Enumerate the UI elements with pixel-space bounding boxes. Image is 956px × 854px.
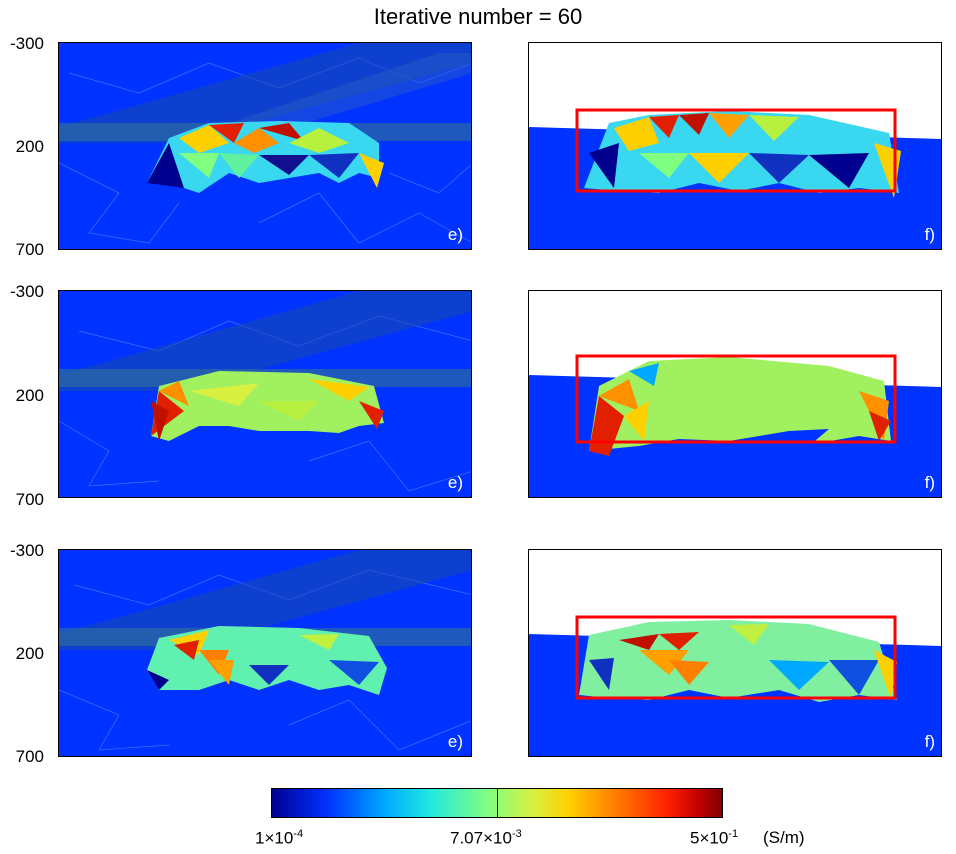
mesh-panel-left-2: e) xyxy=(58,290,472,498)
panel-label-e: e) xyxy=(447,473,463,492)
y-tick-top: -300 xyxy=(9,34,44,53)
y-tick-mid: 200 xyxy=(15,386,44,405)
colorbar-mid-label: 7.07×10-3 xyxy=(450,828,522,848)
mesh-panel-right-3: f) xyxy=(528,549,942,757)
mesh-panel-left-1: e) xyxy=(58,42,472,250)
panel-label-e: e) xyxy=(447,225,463,244)
panel-label-f: f) xyxy=(924,732,935,751)
mesh-panel-left-3: e) xyxy=(58,549,472,757)
y-tick-top: -300 xyxy=(9,282,44,301)
panel-label-f: f) xyxy=(924,473,935,492)
panel-label-f: f) xyxy=(924,225,935,244)
y-tick-mid: 200 xyxy=(15,644,44,663)
y-tick-bottom: 700 xyxy=(15,490,44,509)
y-tick-top: -300 xyxy=(9,541,44,560)
colorbar-mid-tick xyxy=(497,788,498,818)
mesh-panel-right-2: f) xyxy=(528,290,942,498)
mesh-panel-right-1: f) xyxy=(528,42,942,250)
y-tick-mid: 200 xyxy=(15,137,44,156)
panel-label-e: e) xyxy=(447,732,463,751)
colorbar-max-label: 5×10-1 xyxy=(690,828,739,848)
y-tick-bottom: 700 xyxy=(15,747,44,766)
y-tick-bottom: 700 xyxy=(15,240,44,259)
colorbar-unit: (S/m) xyxy=(763,828,805,847)
colorbar-min-label: 1×10-4 xyxy=(255,828,304,848)
figure-title: Iterative number = 60 xyxy=(373,4,583,29)
